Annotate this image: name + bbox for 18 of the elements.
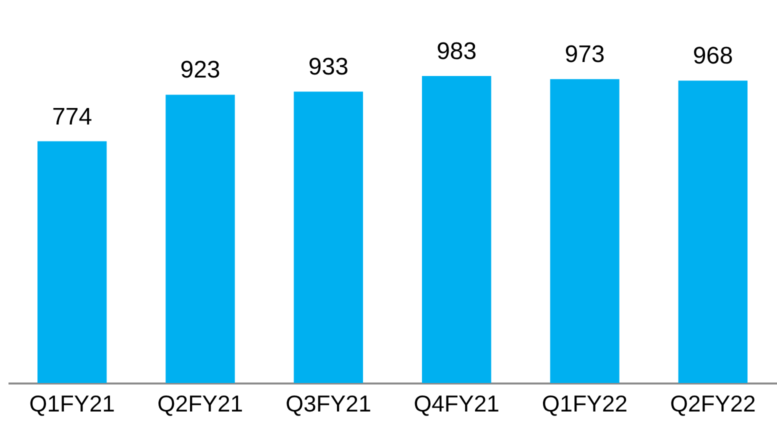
data-label: 973 — [564, 41, 605, 68]
bar — [37, 141, 107, 383]
x-tick-label: Q2FY21 — [157, 390, 244, 416]
data-label: 923 — [180, 56, 220, 84]
x-tick-label: Q2FY22 — [670, 390, 756, 416]
bar — [678, 80, 748, 383]
x-tick-label: Q3FY21 — [286, 390, 372, 416]
bar — [294, 92, 364, 383]
data-label: 968 — [692, 42, 733, 70]
bar — [422, 76, 492, 383]
data-label: 774 — [52, 103, 92, 130]
x-tick-label: Q4FY21 — [414, 390, 500, 416]
data-label: 933 — [308, 54, 348, 81]
data-label: 983 — [436, 38, 477, 65]
bar — [166, 94, 235, 383]
bar — [550, 79, 620, 383]
x-tick-label: Q1FY22 — [542, 390, 628, 416]
x-tick-label: Q1FY21 — [29, 390, 115, 416]
